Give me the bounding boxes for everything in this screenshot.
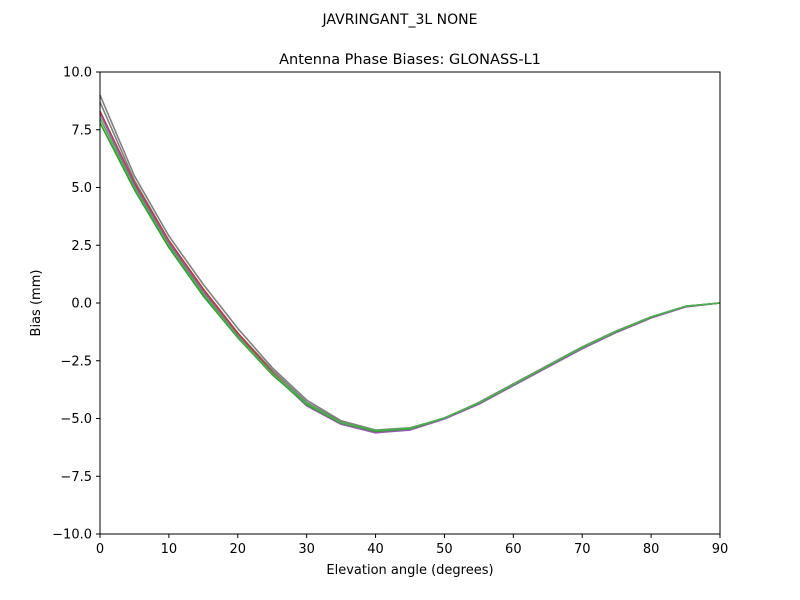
series-line-6	[99, 117, 721, 432]
series-line-1	[99, 94, 721, 431]
plot-frame	[99, 71, 721, 535]
y-tick-label: −5.0	[60, 412, 92, 427]
y-tick-label: 5.0	[71, 181, 92, 196]
x-tick-label: 40	[367, 542, 384, 557]
x-axis-label: Elevation angle (degrees)	[326, 563, 493, 578]
x-tick-label: 80	[643, 542, 660, 557]
chart-title: Antenna Phase Biases: GLONASS-L1	[279, 52, 541, 68]
y-axis-label: Bias (mm)	[29, 270, 44, 337]
x-tick-label: 50	[436, 542, 453, 557]
x-axis: 0 10 20 30 40 50 60 70 80 90	[96, 534, 728, 557]
y-tick-label: 7.5	[71, 123, 92, 138]
series-line-2	[99, 101, 721, 433]
x-tick-label: 0	[96, 542, 104, 557]
y-tick-label: 0.0	[71, 297, 92, 312]
y-axis: 10.0 7.5 5.0 2.5 0.0 −2.5 −5.0 −7.5 −10.0	[52, 66, 100, 543]
x-tick-label: 60	[505, 542, 522, 557]
y-tick-label: 2.5	[71, 239, 92, 254]
y-tick-label: −7.5	[60, 470, 92, 485]
y-tick-label: 10.0	[63, 66, 92, 81]
figure-title: JAVRINGANT_3L NONE	[322, 12, 478, 28]
x-tick-label: 30	[298, 542, 315, 557]
x-tick-label: 10	[161, 542, 178, 557]
series-line-4	[99, 113, 721, 434]
y-tick-label: −10.0	[52, 528, 92, 543]
y-tick-label: −2.5	[60, 354, 92, 369]
series-layer	[99, 94, 721, 434]
x-tick-label: 70	[574, 542, 591, 557]
x-tick-label: 20	[230, 542, 247, 557]
x-tick-label: 90	[712, 542, 729, 557]
series-line-3	[99, 110, 721, 434]
